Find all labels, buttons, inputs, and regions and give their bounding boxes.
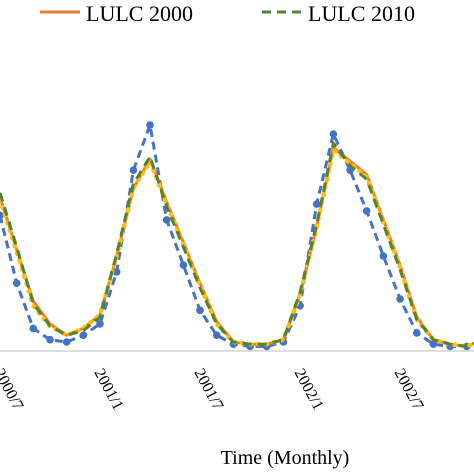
x-tick-label: 2002/7 xyxy=(391,366,427,413)
data-point-series-4 xyxy=(146,121,154,129)
data-point-series-4 xyxy=(413,329,421,337)
data-point-series-4 xyxy=(46,335,54,344)
data-point-series-4 xyxy=(362,207,371,215)
legend: LULC 2000 LULC 2010 xyxy=(40,1,415,26)
series-line-lulc-2010 xyxy=(0,141,474,348)
data-point-series-4 xyxy=(429,340,438,349)
data-point-series-4 xyxy=(196,306,204,315)
series-line-series-4 xyxy=(0,123,474,348)
data-point-series-4 xyxy=(0,211,4,220)
data-point-series-4 xyxy=(396,295,404,303)
data-point-series-4 xyxy=(329,130,338,138)
series-line-series-3 xyxy=(0,147,474,349)
data-point-series-4 xyxy=(29,324,38,333)
data-point-series-4 xyxy=(96,320,104,328)
x-tick-labels: 2000/72001/12001/72002/12002/72003/12003… xyxy=(0,366,427,413)
data-point-series-4 xyxy=(179,261,188,269)
x-tick-label: 2001/1 xyxy=(90,366,126,413)
x-axis-title: Time (Monthly) xyxy=(221,447,350,469)
data-point-series-4 xyxy=(12,279,21,288)
x-tick-label: 2000/7 xyxy=(0,366,26,413)
x-tick-label: 2002/1 xyxy=(291,366,327,413)
data-point-series-4 xyxy=(162,216,171,224)
data-point-series-4 xyxy=(312,200,321,208)
data-point-series-4 xyxy=(129,166,138,174)
x-tick-label: 2001/7 xyxy=(190,366,226,413)
data-point-series-4 xyxy=(112,268,121,276)
legend-label-lulc-2010: LULC 2010 xyxy=(308,1,415,26)
data-point-series-4 xyxy=(62,338,71,346)
data-point-series-4 xyxy=(212,331,221,340)
series-layer xyxy=(0,121,474,351)
data-point-series-4 xyxy=(379,252,388,260)
legend-label-lulc-2000: LULC 2000 xyxy=(86,1,193,26)
series-line-lulc-2000 xyxy=(0,146,474,348)
data-point-series-4 xyxy=(79,331,88,340)
